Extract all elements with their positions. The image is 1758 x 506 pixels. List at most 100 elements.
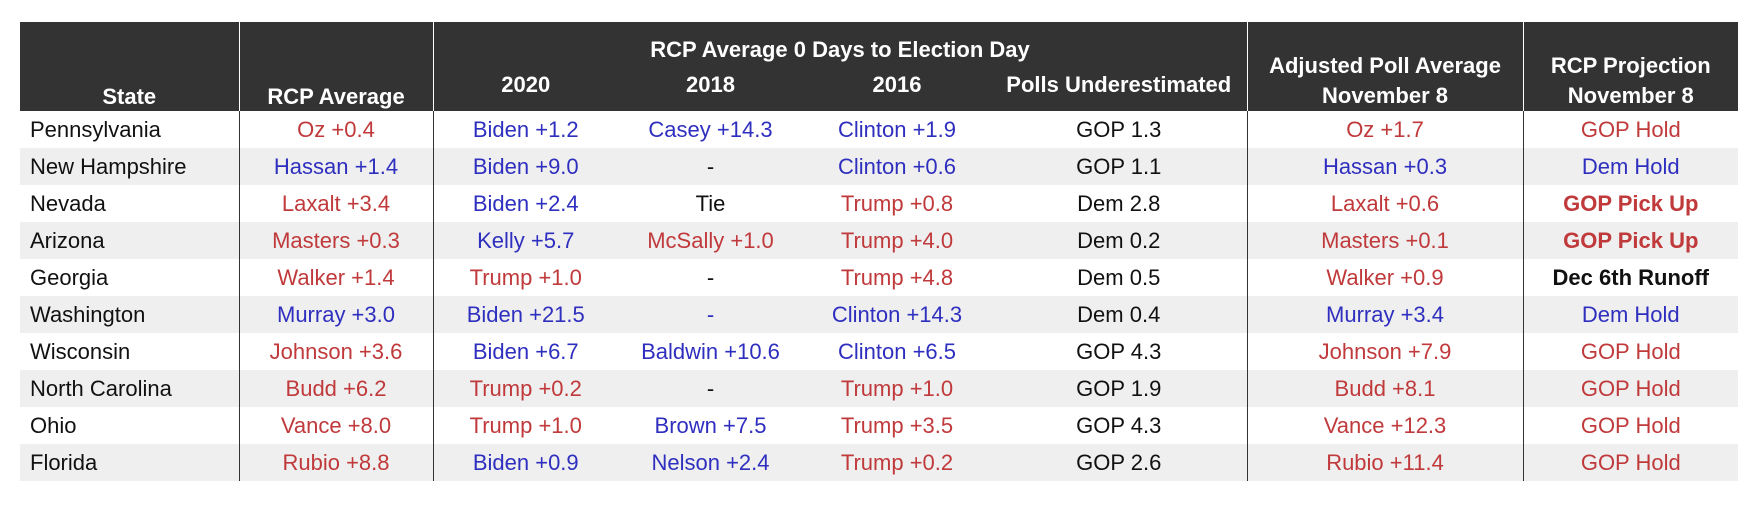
cell-rcp-projection: Dem Hold [1522, 296, 1739, 333]
cell-rcp-projection: Dem Hold [1522, 148, 1739, 185]
cell-rcp-average: Rubio +8.8 [238, 444, 433, 481]
cell-adjusted-poll-average: Budd +8.1 [1246, 370, 1524, 407]
cell-2020: Biden +6.7 [432, 333, 618, 370]
header-adjusted-line1: Adjusted Poll Average [1269, 53, 1501, 78]
cell-polls-underestimated: Dem 2.8 [991, 185, 1248, 222]
cell-adjusted-poll-average: Laxalt +0.6 [1246, 185, 1524, 222]
header-rcp-projection: RCP Projection November 8 [1522, 22, 1739, 111]
cell-rcp-average: Oz +0.4 [238, 111, 433, 148]
header-projection-line2: November 8 [1567, 83, 1694, 108]
cell-2016: Clinton +0.6 [803, 148, 991, 185]
cell-rcp-projection: Dec 6th Runoff [1522, 259, 1739, 296]
cell-2020: Biden +9.0 [432, 148, 618, 185]
cell-2020: Trump +1.0 [432, 259, 618, 296]
cell-2016: Trump +1.0 [803, 370, 991, 407]
table-row: Georgia Walker +1.4 Trump +1.0- Trump +4.8 D… [20, 259, 1739, 296]
table-row: Nevada Laxalt +3.4 Biden +2.4 Tie Trump +0.8… [20, 185, 1739, 222]
cell-2018: - [618, 370, 803, 407]
cell-state: Wisconsin [20, 333, 239, 370]
cell-rcp-average: Laxalt +3.4 [238, 185, 433, 222]
header-2016: 2016 [803, 64, 991, 111]
table-header: State RCP Average RCP Average 0 Days to … [20, 22, 1739, 111]
cell-polls-underestimated: GOP 4.3 [991, 407, 1248, 444]
header-group-title: RCP Average 0 Days to Election Day [432, 22, 1248, 64]
cell-state: North Carolina [20, 370, 239, 407]
cell-adjusted-poll-average: Masters +0.1 [1246, 222, 1524, 259]
senate-polls-table: State RCP Average RCP Average 0 Days to … [20, 22, 1739, 481]
cell-2016: Clinton +14.3 [803, 296, 991, 333]
cell-adjusted-poll-average: Rubio +11.4 [1246, 444, 1524, 481]
cell-rcp-projection: GOP Pick Up [1522, 222, 1739, 259]
table-row: Wisconsin Johnson +3.6 Biden +6.7 Baldwin +… [20, 333, 1739, 370]
header-2018: 2018 [618, 64, 803, 111]
cell-2018: McSally +1.0 [618, 222, 803, 259]
cell-polls-underestimated: Dem 0.2 [991, 222, 1248, 259]
cell-2018: Brown +7.5 [618, 407, 803, 444]
header-projection-line1: RCP Projection [1550, 53, 1711, 78]
cell-state: Nevada [20, 185, 239, 222]
cell-adjusted-poll-average: Walker +0.9 [1246, 259, 1524, 296]
cell-adjusted-poll-average: Vance +12.3 [1246, 407, 1524, 444]
cell-polls-underestimated: GOP 1.9 [991, 370, 1248, 407]
cell-2016: Trump +0.8 [803, 185, 991, 222]
cell-2020: Biden +2.4 [432, 185, 618, 222]
cell-state: Georgia [20, 259, 239, 296]
cell-2016: Trump +0.2 [803, 444, 991, 481]
cell-rcp-projection: GOP Pick Up [1522, 185, 1739, 222]
cell-2018: Tie [618, 185, 803, 222]
cell-rcp-projection: GOP Hold [1522, 444, 1739, 481]
senate-polls-table-wrap: State RCP Average RCP Average 0 Days to … [20, 22, 1739, 481]
cell-2020: Trump +1.0 [432, 407, 618, 444]
cell-rcp-average: Masters +0.3 [238, 222, 433, 259]
header-rcp-average: RCP Average [238, 22, 433, 111]
cell-2018: - [618, 296, 803, 333]
cell-2018: Nelson +2.4 [618, 444, 803, 481]
cell-2016: Trump +4.8 [803, 259, 991, 296]
cell-state: Pennsylvania [20, 111, 239, 148]
table-row: Arizona Masters +0.3 Kelly +5.7 McSally +1.… [20, 222, 1739, 259]
cell-2020: Trump +0.2 [432, 370, 618, 407]
cell-state: Florida [20, 444, 239, 481]
cell-state: Washington [20, 296, 239, 333]
cell-state: Ohio [20, 407, 239, 444]
cell-2016: Trump +4.0 [803, 222, 991, 259]
header-adjusted-poll-average: Adjusted Poll Average November 8 [1246, 22, 1524, 111]
cell-rcp-average: Budd +6.2 [238, 370, 433, 407]
cell-2018: Casey +14.3 [618, 111, 803, 148]
cell-rcp-projection: GOP Hold [1522, 370, 1739, 407]
cell-2018: - [618, 148, 803, 185]
cell-adjusted-poll-average: Hassan +0.3 [1246, 148, 1524, 185]
cell-rcp-average: Murray +3.0 [238, 296, 433, 333]
table-row: Washington Murray +3.0 Biden +21.5- Clinton… [20, 296, 1739, 333]
cell-rcp-average: Vance +8.0 [238, 407, 433, 444]
cell-2020: Biden +0.9 [432, 444, 618, 481]
cell-rcp-projection: GOP Hold [1522, 111, 1739, 148]
cell-rcp-average: Walker +1.4 [238, 259, 433, 296]
cell-polls-underestimated: GOP 1.3 [991, 111, 1248, 148]
table-body: Pennsylvania Oz +0.4 Biden +1.2 Casey +14.3… [20, 111, 1739, 481]
header-polls-underestimated: Polls Underestimated [991, 64, 1248, 111]
cell-2020: Biden +1.2 [432, 111, 618, 148]
header-state: State [20, 22, 239, 111]
table-row: Ohio Vance +8.0 Trump +1.0 Brown +7.5 Trump … [20, 407, 1739, 444]
cell-state: Arizona [20, 222, 239, 259]
table-row: Pennsylvania Oz +0.4 Biden +1.2 Casey +14.3… [20, 111, 1739, 148]
table-row: New Hampshire Hassan +1.4 Biden +9.0- Clint… [20, 148, 1739, 185]
cell-2016: Clinton +1.9 [803, 111, 991, 148]
cell-polls-underestimated: Dem 0.4 [991, 296, 1248, 333]
cell-state: New Hampshire [20, 148, 239, 185]
cell-rcp-average: Johnson +3.6 [238, 333, 433, 370]
table-row: North Carolina Budd +6.2 Trump +0.2- Trump … [20, 370, 1739, 407]
cell-rcp-average: Hassan +1.4 [238, 148, 433, 185]
cell-adjusted-poll-average: Murray +3.4 [1246, 296, 1524, 333]
cell-polls-underestimated: GOP 4.3 [991, 333, 1248, 370]
cell-rcp-projection: GOP Hold [1522, 407, 1739, 444]
table-row: Florida Rubio +8.8 Biden +0.9 Nelson +2.4 Tr… [20, 444, 1739, 481]
cell-2020: Kelly +5.7 [432, 222, 618, 259]
cell-2016: Clinton +6.5 [803, 333, 991, 370]
cell-polls-underestimated: GOP 2.6 [991, 444, 1248, 481]
cell-polls-underestimated: GOP 1.1 [991, 148, 1248, 185]
cell-2018: - [618, 259, 803, 296]
cell-polls-underestimated: Dem 0.5 [991, 259, 1248, 296]
header-adjusted-line2: November 8 [1322, 83, 1448, 108]
